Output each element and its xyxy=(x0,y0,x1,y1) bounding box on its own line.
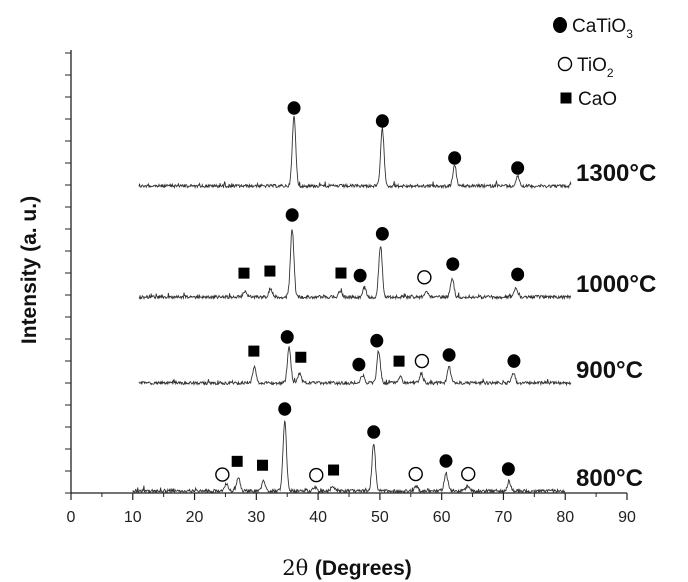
tio2-marker xyxy=(414,353,430,369)
legend-formula: CaTiO xyxy=(572,16,626,37)
tio2-marker xyxy=(309,467,324,483)
cao-marker xyxy=(295,351,307,363)
legend-catio3-marker xyxy=(553,17,567,33)
temperature-label: 800°C xyxy=(576,465,643,492)
x-tick-label: 90 xyxy=(618,509,636,526)
legend: CaTiO3 TiO2 CaO xyxy=(553,16,633,110)
axes: 0 10 20 30 40 50 60 70 80 90 2θ (Degrees) Intensity… xyxy=(18,50,636,580)
x-tick-label: 60 xyxy=(433,509,451,526)
cao-marker xyxy=(393,355,405,367)
cao-marker xyxy=(238,267,250,279)
x-tick-label: 10 xyxy=(124,509,142,526)
cao-marker xyxy=(257,459,269,471)
legend-formula: TiO xyxy=(577,55,607,76)
cao-marker xyxy=(264,265,276,277)
cao-marker xyxy=(231,455,243,467)
phase-markers xyxy=(215,101,525,483)
x-tick-label: 50 xyxy=(371,509,389,526)
legend-subscript: 2 xyxy=(607,66,614,80)
legend-label: CaO xyxy=(578,89,617,110)
catio3-marker xyxy=(446,257,460,271)
catio3-marker xyxy=(375,114,389,128)
catio3-marker xyxy=(280,330,294,344)
catio3-marker xyxy=(511,161,525,175)
cao-marker xyxy=(248,345,260,357)
legend-cao-marker xyxy=(560,92,572,104)
tio2-marker xyxy=(215,467,230,482)
catio3-marker xyxy=(285,208,299,222)
x-axis-title: 2θ (Degrees) xyxy=(282,556,412,580)
temperature-label: 1000°C xyxy=(576,271,656,298)
x-tick-label: 70 xyxy=(495,509,513,526)
trace-1 xyxy=(138,229,572,301)
trace-2 xyxy=(138,346,572,387)
trace-3 xyxy=(132,420,566,495)
tio2-marker xyxy=(417,270,432,285)
catio3-marker xyxy=(287,101,301,115)
legend-tio2-marker xyxy=(557,56,573,72)
catio3-marker xyxy=(353,268,367,283)
legend-subscript: 3 xyxy=(626,27,633,41)
labels: 1300°C 1000°C 900°C 800°C xyxy=(576,160,656,492)
catio3-marker xyxy=(507,354,521,368)
temperature-label: 900°C xyxy=(576,357,643,384)
trace-0 xyxy=(138,115,572,190)
x-tick-label: 40 xyxy=(309,509,327,526)
catio3-marker xyxy=(501,462,515,476)
tio2-marker xyxy=(408,466,423,482)
catio3-marker xyxy=(375,227,389,241)
x-tick-label: 80 xyxy=(556,509,574,526)
catio3-marker xyxy=(442,348,456,362)
x-tick-label: 30 xyxy=(247,509,265,526)
x-axis-title-text: (Degrees) xyxy=(315,557,412,580)
x-axis-title-symbol: 2θ xyxy=(282,556,315,580)
legend-formula: CaO xyxy=(578,89,617,110)
catio3-marker xyxy=(370,333,384,348)
catio3-marker xyxy=(352,357,366,372)
traces xyxy=(132,115,572,495)
x-tick-label: 0 xyxy=(67,509,76,526)
temperature-label: 1300°C xyxy=(576,160,656,187)
legend-label: CaTiO3 xyxy=(572,16,633,41)
catio3-marker xyxy=(439,454,453,468)
catio3-marker xyxy=(367,425,381,439)
y-axis-title: Intensity (a. u.) xyxy=(18,196,41,344)
catio3-marker xyxy=(511,267,525,282)
cao-marker xyxy=(335,267,347,279)
catio3-marker xyxy=(278,402,292,416)
catio3-marker xyxy=(448,151,462,165)
tio2-marker xyxy=(461,466,476,482)
cao-marker xyxy=(328,464,340,476)
legend-label: TiO2 xyxy=(577,55,614,80)
x-tick-label: 20 xyxy=(186,509,204,526)
